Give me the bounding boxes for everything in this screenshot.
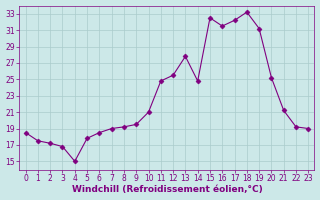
X-axis label: Windchill (Refroidissement éolien,°C): Windchill (Refroidissement éolien,°C) [72,185,262,194]
